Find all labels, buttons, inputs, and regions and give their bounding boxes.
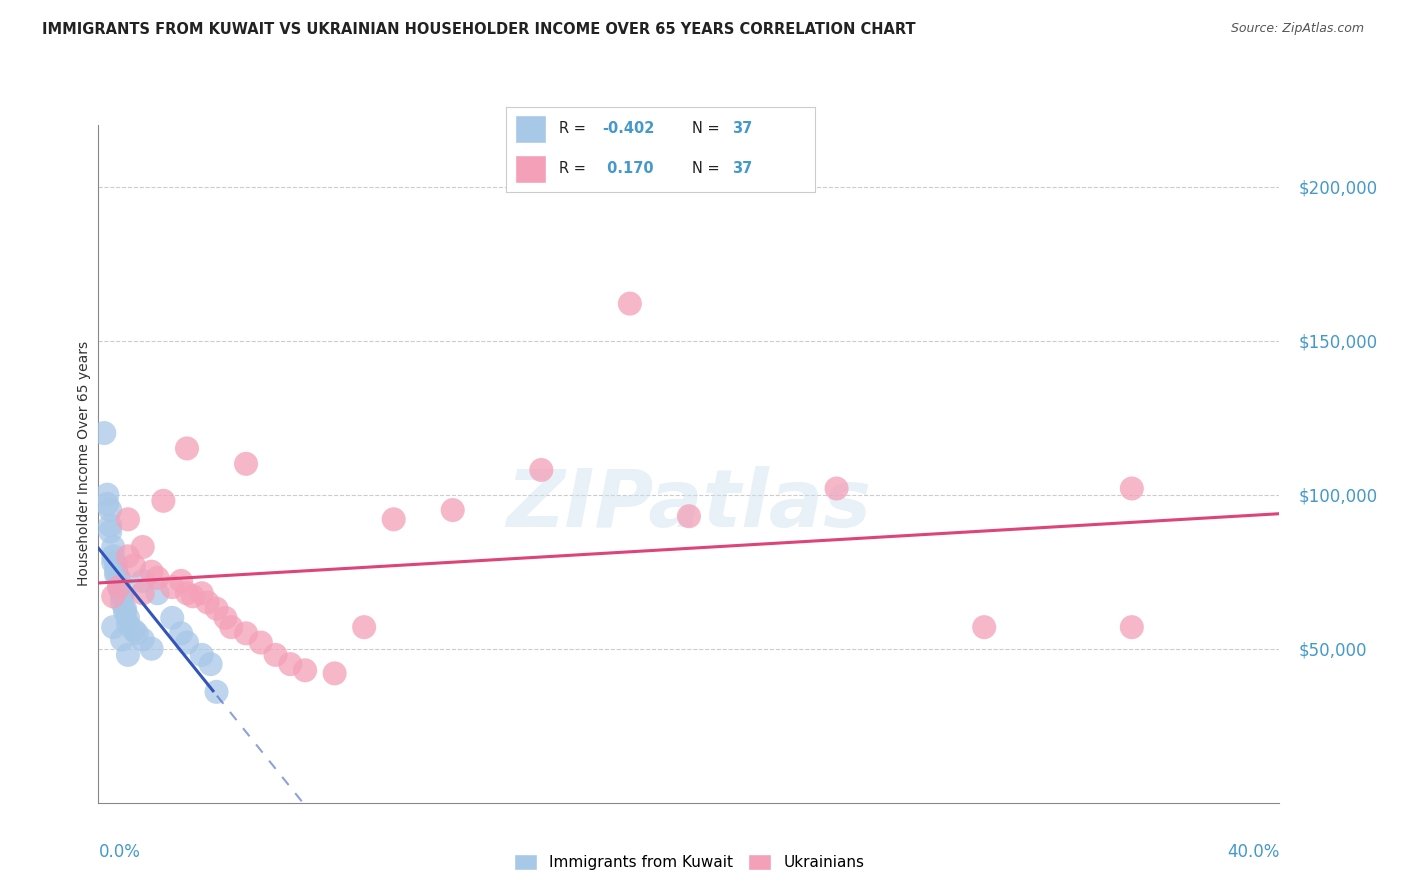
Text: 40.0%: 40.0% [1227,843,1279,861]
Point [1121,620,1143,634]
Point [170,574,193,588]
Text: N =: N = [692,161,724,176]
Point [162,580,183,594]
Point [111,586,134,600]
Point [1121,482,1143,496]
Point [214,611,236,625]
Point [114,605,136,619]
Text: N =: N = [692,121,724,136]
Point [114,601,136,615]
Point [678,509,700,524]
Legend: Immigrants from Kuwait, Ukrainians: Immigrants from Kuwait, Ukrainians [508,848,870,877]
Point [530,463,553,477]
Point [108,580,131,594]
Point [973,620,995,634]
Bar [516,115,547,143]
Point [105,567,128,582]
Point [117,617,139,632]
Text: Source: ZipAtlas.com: Source: ZipAtlas.com [1230,22,1364,36]
Text: IMMIGRANTS FROM KUWAIT VS UKRAINIAN HOUSEHOLDER INCOME OVER 65 YEARS CORRELATION: IMMIGRANTS FROM KUWAIT VS UKRAINIAN HOUS… [42,22,915,37]
Point [98,503,121,517]
Point [219,620,242,634]
Point [98,518,121,533]
Point [264,648,287,662]
Bar [516,155,547,183]
Point [141,565,163,579]
Point [250,635,273,649]
Text: 37: 37 [733,161,752,176]
Point [117,549,139,564]
Point [132,540,155,554]
Point [181,590,204,604]
Point [441,503,464,517]
Point [122,558,145,573]
Point [117,648,139,662]
Point [103,556,125,570]
Point [323,666,346,681]
Text: ZIPatlas: ZIPatlas [506,466,872,543]
Point [103,590,125,604]
Point [205,685,228,699]
Point [162,611,183,625]
Point [108,574,131,588]
Point [235,626,257,640]
Point [146,586,169,600]
Text: R =: R = [558,121,591,136]
Point [191,648,214,662]
Text: 0.170: 0.170 [602,161,654,176]
Point [117,611,139,625]
Point [382,512,405,526]
Point [103,620,125,634]
Y-axis label: Householder Income Over 65 years: Householder Income Over 65 years [77,342,91,586]
Point [103,549,125,564]
Point [176,586,198,600]
Point [105,558,128,573]
Point [111,595,134,609]
Point [125,626,148,640]
Point [197,595,219,609]
Point [103,540,125,554]
Point [152,493,174,508]
Point [96,488,118,502]
Point [111,632,134,647]
Point [93,425,115,440]
Text: R =: R = [558,161,591,176]
Point [191,586,214,600]
Point [825,482,848,496]
Point [96,497,118,511]
Point [205,601,228,615]
Point [132,632,155,647]
Point [619,296,641,310]
Point [294,663,316,677]
Point [146,571,169,585]
Text: 37: 37 [733,121,752,136]
Point [111,590,134,604]
Point [117,512,139,526]
Point [132,586,155,600]
Point [105,565,128,579]
Point [235,457,257,471]
Point [176,442,198,456]
Point [132,574,155,588]
Text: 0.0%: 0.0% [98,843,141,861]
Point [108,571,131,585]
Point [176,635,198,649]
Point [278,657,302,672]
Point [98,524,121,539]
Point [108,580,131,594]
Point [353,620,375,634]
Point [141,641,163,656]
Point [170,626,193,640]
Point [200,657,222,672]
Point [122,624,145,638]
Text: -0.402: -0.402 [602,121,654,136]
